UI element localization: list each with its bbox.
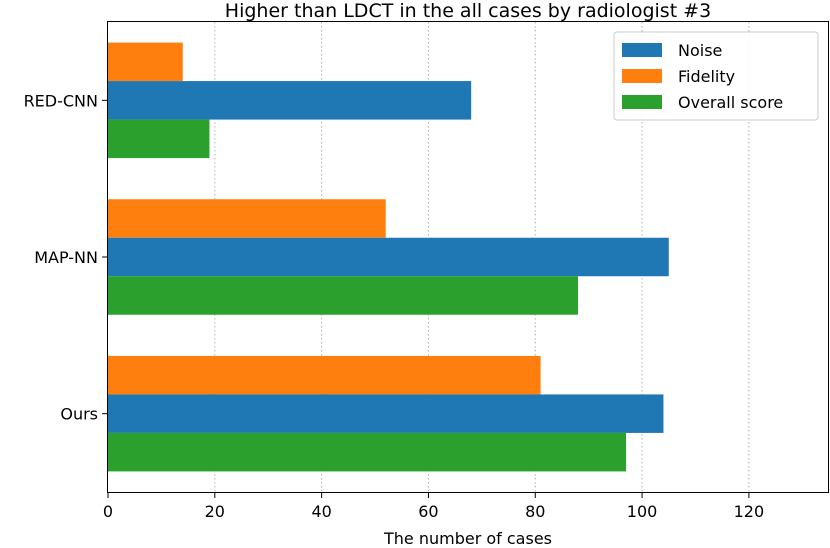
bar-ours-fidelity [108,355,541,395]
chart-title: Higher than LDCT in the all cases by rad… [225,0,711,22]
bar-ours-noise [108,394,664,433]
y-tick-label: RED-CNN [24,91,98,110]
x-tick-label: 40 [311,502,331,521]
bar-map-nn-fidelity [108,199,386,238]
y-tick-label: Ours [60,405,98,424]
x-tick-label: 120 [734,502,765,521]
x-tick-label: 0 [103,502,113,521]
legend-label: Overall score [678,93,783,112]
legend-swatch [622,43,662,57]
bar-map-nn-noise [108,237,669,277]
legend-swatch [622,95,662,109]
bar-red-cnn-noise [108,81,472,120]
bar-red-cnn-fidelity [108,42,183,82]
y-tick-label: MAP-NN [34,248,98,267]
y-axis-ticks: RED-CNN MAP-NN Ours [24,91,108,424]
x-tick-label: 80 [525,502,545,521]
bar-red-cnn-overall-score [108,119,210,159]
bars [108,42,669,472]
x-axis-ticks: 0 20 40 60 80 100 120 [103,492,764,521]
legend-label: Noise [678,41,722,60]
bar-map-nn-overall-score [108,276,578,315]
x-axis-label: The number of cases [383,529,552,548]
x-tick-label: 20 [205,502,225,521]
legend: Noise Fidelity Overall score [613,31,819,121]
x-tick-label: 60 [418,502,438,521]
legend-swatch [622,69,662,83]
legend-label: Fidelity [678,67,735,86]
bar-ours-overall-score [108,432,627,472]
legend-box [613,31,819,121]
x-tick-label: 100 [627,502,658,521]
